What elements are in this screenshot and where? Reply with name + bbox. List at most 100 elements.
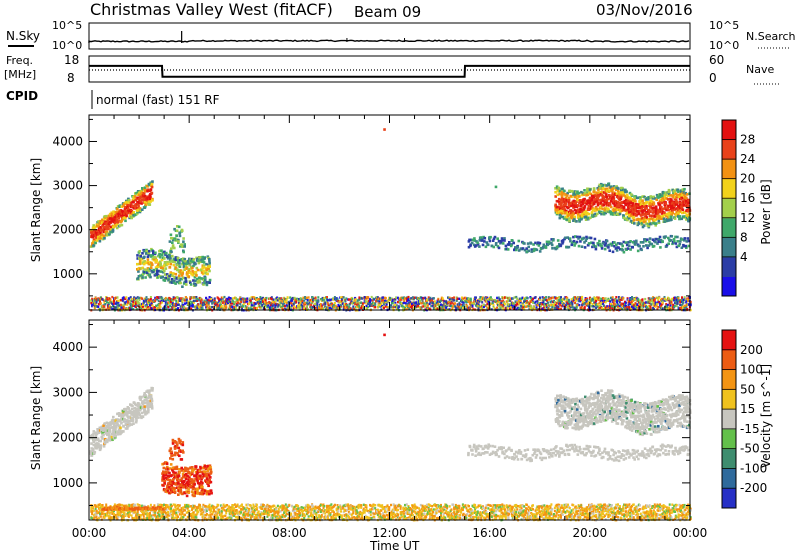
power-echo xyxy=(141,196,145,199)
power-echo xyxy=(340,296,342,299)
power-echo xyxy=(678,205,681,209)
power-echo xyxy=(160,299,163,303)
power-echo xyxy=(552,296,555,299)
power-echo xyxy=(136,190,140,194)
power-echo xyxy=(648,208,651,212)
power-echo xyxy=(634,208,637,211)
power-echo xyxy=(425,299,428,303)
power-echo xyxy=(654,218,657,222)
power-echo xyxy=(620,302,623,305)
power-echo xyxy=(591,245,594,249)
power-echo xyxy=(204,278,207,282)
power-echo xyxy=(530,248,534,251)
power-echo xyxy=(163,261,167,264)
power-echo xyxy=(671,208,675,212)
power-echo xyxy=(495,300,498,303)
power-echo xyxy=(171,241,174,244)
power-echo xyxy=(150,191,154,195)
power-echo xyxy=(546,299,548,302)
power-echo xyxy=(634,200,637,203)
freq-panel: Freq. [MHz] 18 8 60 0 Nave xyxy=(4,53,780,85)
power-echo xyxy=(241,298,244,301)
power-echo xyxy=(561,239,565,242)
power-echo xyxy=(675,201,678,204)
power-echo xyxy=(587,304,590,307)
power-echo xyxy=(601,191,604,194)
power-echo xyxy=(667,208,671,212)
power-echo xyxy=(678,203,682,207)
power-echo xyxy=(184,276,187,280)
power-echo xyxy=(125,214,128,218)
power-echo xyxy=(642,201,645,205)
power-echo xyxy=(673,204,676,207)
power-echo xyxy=(482,305,485,309)
power-echo xyxy=(184,260,187,263)
power-echo xyxy=(600,247,604,250)
power-echo xyxy=(573,190,577,193)
power-echo xyxy=(165,273,169,276)
power-echo xyxy=(172,279,175,283)
date-title: 03/Nov/2016 xyxy=(596,1,693,19)
power-echo xyxy=(664,202,668,205)
power-echo xyxy=(478,300,481,303)
power-echo xyxy=(677,211,680,215)
power-echo xyxy=(562,203,566,207)
power-echo xyxy=(316,304,319,307)
power-echo xyxy=(545,296,548,299)
power-echo xyxy=(532,305,535,309)
power-echo xyxy=(405,297,408,300)
power-echo xyxy=(631,298,634,301)
power-echo xyxy=(163,257,166,260)
power-echo xyxy=(570,216,574,220)
power-echo xyxy=(526,297,529,300)
power-echo xyxy=(486,243,489,246)
power-echo xyxy=(205,262,208,266)
power-echo xyxy=(408,304,411,307)
power-echo xyxy=(613,213,617,216)
power-echo xyxy=(176,225,179,228)
power-echo xyxy=(663,191,666,194)
power-echo xyxy=(475,296,477,299)
power-echo xyxy=(660,201,664,205)
power-echo xyxy=(168,260,172,263)
power-echo xyxy=(178,265,182,268)
power-echo xyxy=(607,197,610,201)
power-echo xyxy=(139,257,142,260)
power-echo xyxy=(635,306,638,309)
power-echo xyxy=(195,296,198,299)
power-echo xyxy=(168,274,171,278)
power-echo xyxy=(178,279,181,282)
power-echo xyxy=(179,271,182,274)
power-echo xyxy=(273,301,276,304)
power-echo xyxy=(206,306,209,309)
power-echo xyxy=(180,277,183,281)
power-echo xyxy=(561,242,564,245)
power-echo xyxy=(104,303,107,306)
power-echo xyxy=(366,300,369,303)
power-echo xyxy=(189,281,192,284)
power-echo xyxy=(177,240,180,243)
power-echo xyxy=(458,297,461,300)
power-echo xyxy=(237,301,240,305)
power-echo xyxy=(137,202,140,206)
power-echo xyxy=(124,209,127,213)
power-echo xyxy=(166,257,170,260)
power-echo xyxy=(261,304,264,307)
power-echo xyxy=(528,302,531,305)
power-echo xyxy=(351,302,354,305)
power-echo xyxy=(571,213,574,216)
power-echo xyxy=(101,218,104,222)
power-echo xyxy=(170,300,172,304)
power-echo xyxy=(163,273,167,276)
power-echo xyxy=(183,305,186,309)
power-echo xyxy=(292,302,295,306)
power-echo xyxy=(175,234,178,238)
power-echo xyxy=(169,256,172,259)
power-echo xyxy=(592,194,595,198)
power-echo xyxy=(683,197,687,201)
power-echo xyxy=(457,307,460,310)
power-echo xyxy=(649,201,652,205)
power-echo xyxy=(164,296,167,300)
power-echo xyxy=(334,304,337,308)
power-echo xyxy=(675,245,679,249)
